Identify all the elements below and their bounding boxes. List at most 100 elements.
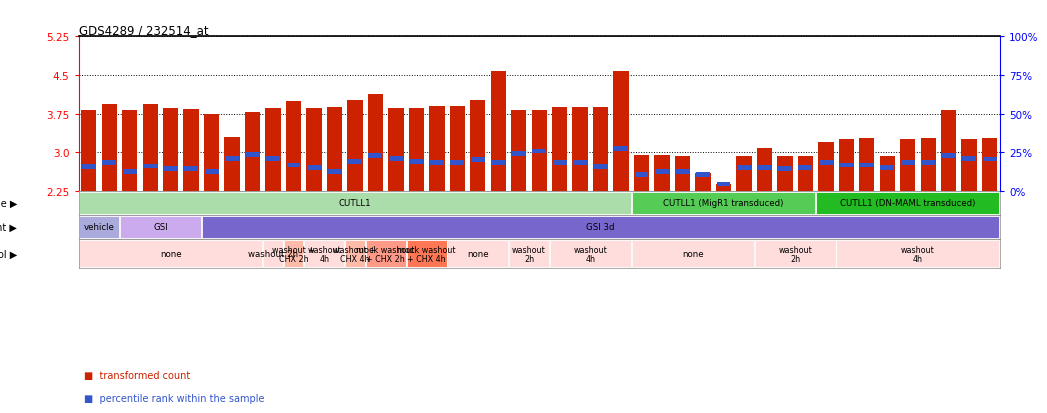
Bar [81,111,96,191]
Bar [449,107,465,191]
Bar [79,216,119,238]
Text: GSI 3d: GSI 3d [586,223,615,232]
Bar [816,192,1000,214]
Text: washout +
CHX 2h: washout + CHX 2h [272,245,315,263]
Text: washout
4h: washout 4h [308,245,341,263]
Bar [122,111,137,191]
Text: none: none [160,249,181,259]
Bar [409,160,423,164]
Bar [265,109,281,191]
Bar [962,157,976,161]
Bar [163,109,178,191]
Bar [286,102,302,191]
Bar [348,100,362,191]
Bar [430,161,444,165]
Bar [818,142,833,191]
Bar [573,108,587,191]
Bar [550,240,631,267]
Text: vehicle: vehicle [84,223,114,232]
Text: none: none [682,249,704,259]
Bar [184,167,198,171]
Bar [631,240,754,267]
Bar [202,216,1000,238]
Bar [799,166,812,171]
Text: CUTLL1 (MigR1 transduced): CUTLL1 (MigR1 transduced) [664,199,783,208]
Bar [758,166,772,171]
Bar [163,167,178,171]
Bar [900,140,915,191]
Text: washout
4h: washout 4h [901,245,935,263]
Bar [346,240,364,267]
Bar [983,157,997,162]
Bar [470,100,486,191]
Bar [532,111,547,191]
Bar [696,173,710,177]
Bar [305,240,344,267]
Bar [920,139,936,191]
Bar [79,240,263,267]
Bar [224,138,240,191]
Bar [450,161,464,165]
Text: CUTLL1 (DN-MAML transduced): CUTLL1 (DN-MAML transduced) [840,199,976,208]
Text: mock washout
+ CHX 4h: mock washout + CHX 4h [398,245,455,263]
Text: none: none [467,249,489,259]
Bar [695,173,711,191]
Bar [716,183,731,187]
Bar [777,157,793,191]
Bar [839,140,854,191]
Bar [755,240,836,267]
Bar [837,240,1000,267]
Bar [246,153,260,158]
Bar [388,109,403,191]
Bar [654,155,670,191]
Bar [204,115,219,191]
Bar [716,185,731,191]
Bar [447,240,508,267]
Bar [593,108,608,191]
Bar [348,160,362,164]
Bar [491,72,506,191]
Bar [860,139,874,191]
Bar [122,169,136,174]
Bar [491,161,505,165]
Bar [225,157,239,161]
Bar [631,192,816,214]
Bar [553,161,566,165]
Bar [263,240,283,267]
Bar [840,164,853,168]
Bar [471,158,485,162]
Bar [879,157,895,191]
Text: washout 2h: washout 2h [248,249,298,259]
Bar [982,139,998,191]
Bar [406,240,447,267]
Text: CUTLL1: CUTLL1 [338,199,372,208]
Text: GDS4289 / 232514_at: GDS4289 / 232514_at [79,24,208,37]
Bar [881,166,894,171]
Bar [675,157,690,191]
Bar [327,107,342,191]
Bar [102,105,117,191]
Bar [552,108,567,191]
Bar [389,157,403,161]
Bar [532,150,547,154]
Bar [183,109,199,191]
Bar [408,109,424,191]
Bar [142,105,158,191]
Text: agent ▶: agent ▶ [0,222,17,233]
Bar [287,164,300,168]
Bar [429,107,445,191]
Text: mock washout
+ CHX 2h: mock washout + CHX 2h [356,245,415,263]
Bar [778,167,792,171]
Bar [860,164,873,168]
Text: GSI: GSI [153,223,168,232]
Bar [205,170,219,175]
Bar [757,149,772,191]
Bar [819,161,832,165]
Bar [675,170,689,175]
Bar [921,161,935,165]
Bar [634,173,648,177]
Bar [900,161,915,165]
Bar [369,154,382,159]
Bar [82,165,95,169]
Bar [245,113,261,191]
